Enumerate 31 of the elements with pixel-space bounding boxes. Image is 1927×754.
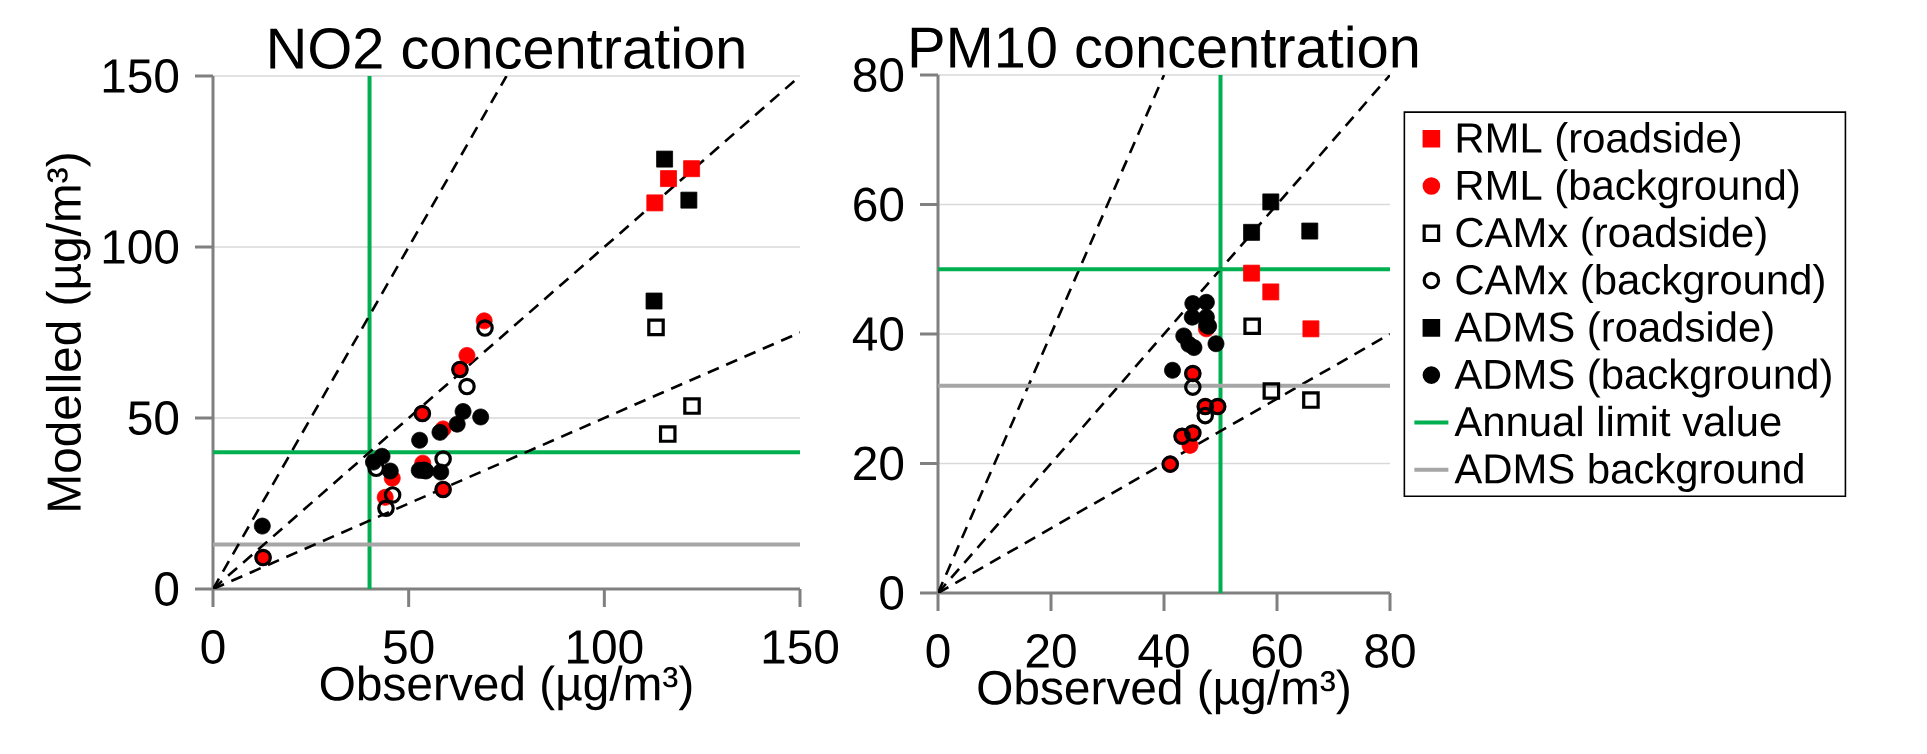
x-tick-label: 20 xyxy=(1026,634,1076,668)
y-tick-label: 150 xyxy=(103,59,179,93)
y-axis-title: Modelled (µg/m³) xyxy=(45,154,91,510)
x-tick-label: 100 xyxy=(568,630,643,664)
y-tick-label: 100 xyxy=(103,230,179,264)
y-tick-label: 50 xyxy=(128,401,179,435)
chart-title: PM10 concentration xyxy=(911,25,1418,69)
legend-label: RML (background) xyxy=(1457,169,1799,209)
legend-label: CAMx (background) xyxy=(1456,263,1824,303)
legend-label: RML (roadside) xyxy=(1457,122,1741,162)
legend-label: ADMS (roadside) xyxy=(1454,311,1773,351)
legend-label: CAMx (roadside) xyxy=(1456,216,1766,256)
y-tick-label: 80 xyxy=(853,58,904,92)
x-tick-label: 0 xyxy=(926,634,950,668)
y-tick-label: 0 xyxy=(155,572,179,606)
y-tick-label: 20 xyxy=(854,446,904,481)
x-tick-label: 40 xyxy=(1138,634,1189,668)
chart-title: NO2 concentration xyxy=(270,26,744,69)
y-tick-label: 40 xyxy=(852,317,904,351)
x-tick-label: 0 xyxy=(201,630,225,664)
legend-label: Annual limit value xyxy=(1454,405,1781,437)
x-axis-title: Observed (µg/m³) xyxy=(320,665,692,711)
legend-label: ADMS (background) xyxy=(1454,358,1831,398)
legend-label: ADMS background xyxy=(1454,453,1803,493)
x-tick-label: 50 xyxy=(383,630,434,664)
y-tick-label: 60 xyxy=(854,187,904,222)
y-tick-label: 0 xyxy=(880,576,904,610)
x-axis-title: Observed (µg/m³) xyxy=(978,669,1349,715)
x-tick-label: 60 xyxy=(1252,634,1302,668)
x-tick-label: 150 xyxy=(763,630,839,664)
x-tick-label: 80 xyxy=(1365,634,1415,668)
